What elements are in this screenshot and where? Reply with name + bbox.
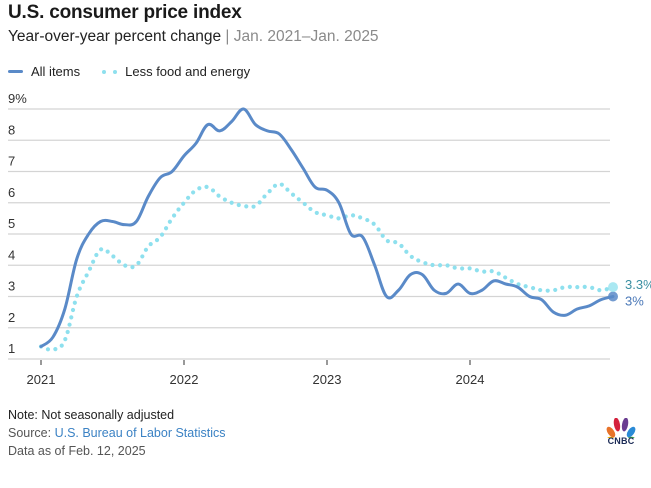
source-label: Source: [8,426,55,440]
y-tick-label: 1 [8,341,15,356]
y-tick-label: 3 [8,279,15,294]
subtitle-separator: | [221,28,234,45]
y-tick-label: 9% [8,91,27,106]
series-lines [38,107,616,352]
end-marker-less-food-and-energy [608,282,618,293]
series-line-less-food-and-energy [38,181,616,352]
legend-label: All items [31,64,81,79]
gridlines [8,108,610,360]
logo-text: CNBC [607,436,635,446]
footer: Note: Not seasonally adjusted Source: U.… [8,406,225,460]
chart-title: U.S. consumer price index [8,2,242,23]
line-chart: 1 2 3 4 5 6 7 8 9% 2021 2022 2023 2024 3% 3.3% [8,91,651,387]
chart-subtitle: Year-over-year percent change | Jan. 202… [8,28,379,46]
y-tick-label: 5 [8,216,15,231]
end-label-all-items: 3% [625,294,644,309]
end-marker-all-items [608,291,618,302]
cnbc-logo: CNBC [604,417,638,448]
subtitle-main: Year-over-year percent change [8,28,222,45]
y-tick-label: 8 [8,122,15,137]
end-markers: 3% 3.3% [608,277,651,309]
source-link[interactable]: U.S. Bureau of Labor Statistics [54,426,226,440]
x-tick-label: 2023 [313,372,342,387]
note: Note: Not seasonally adjusted [8,408,175,422]
legend-label: Less food and energy [125,64,251,79]
y-tick-label: 6 [8,185,15,200]
y-tick-label: 7 [8,154,15,169]
subtitle-range: Jan. 2021–Jan. 2025 [233,28,379,45]
legend-swatch-solid-line-icon [8,70,23,73]
end-label-less-food-and-energy: 3.3% [625,277,651,292]
y-axis-ticks: 1 2 3 4 5 6 7 8 9% [8,91,27,356]
x-tick-label: 2024 [456,372,485,387]
x-tick-label: 2022 [170,372,199,387]
y-tick-label: 4 [8,247,15,262]
legend-swatch-dotted-line-icon [102,69,118,74]
y-tick-label: 2 [8,310,15,325]
legend-item-all-items: All items [8,64,80,79]
x-tick-label: 2021 [27,372,56,387]
legend-item-core: Less food and energy [102,64,250,79]
cnbc-peacock-icon [606,417,636,446]
dateline: Data as of Feb. 12, 2025 [8,444,146,458]
legend: All items Less food and energy [8,64,272,79]
series-line-all-items [39,107,615,348]
x-axis-ticks: 2021 2022 2023 2024 [27,360,485,387]
